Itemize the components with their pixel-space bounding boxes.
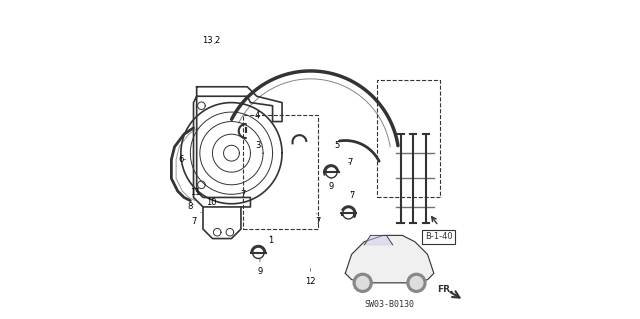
Text: 8: 8: [188, 203, 193, 211]
Text: 4: 4: [254, 111, 259, 120]
Bar: [243, 115, 319, 229]
Polygon shape: [364, 235, 393, 245]
Text: SW03-B0130: SW03-B0130: [365, 300, 415, 309]
Circle shape: [407, 273, 426, 292]
Text: 9: 9: [328, 178, 333, 191]
Text: 7: 7: [191, 212, 201, 226]
Text: 5: 5: [335, 141, 340, 150]
Text: 10: 10: [205, 198, 216, 207]
Circle shape: [410, 277, 423, 289]
Text: 7: 7: [240, 190, 245, 199]
Text: 7: 7: [349, 191, 355, 200]
Text: 7: 7: [348, 158, 353, 167]
Text: 1: 1: [268, 235, 274, 245]
Text: 12: 12: [305, 269, 316, 286]
Text: 2: 2: [214, 36, 220, 45]
Bar: [377, 80, 440, 197]
Polygon shape: [346, 235, 434, 283]
Text: 3: 3: [255, 141, 262, 150]
Text: B-1-40: B-1-40: [425, 233, 452, 241]
Text: 11: 11: [190, 188, 200, 197]
Text: 13: 13: [202, 36, 213, 45]
Text: 7: 7: [316, 213, 321, 226]
Text: 6: 6: [178, 155, 186, 164]
Circle shape: [353, 273, 372, 292]
Text: FR.: FR.: [436, 285, 453, 294]
Circle shape: [356, 277, 369, 289]
Text: 9: 9: [257, 259, 262, 276]
